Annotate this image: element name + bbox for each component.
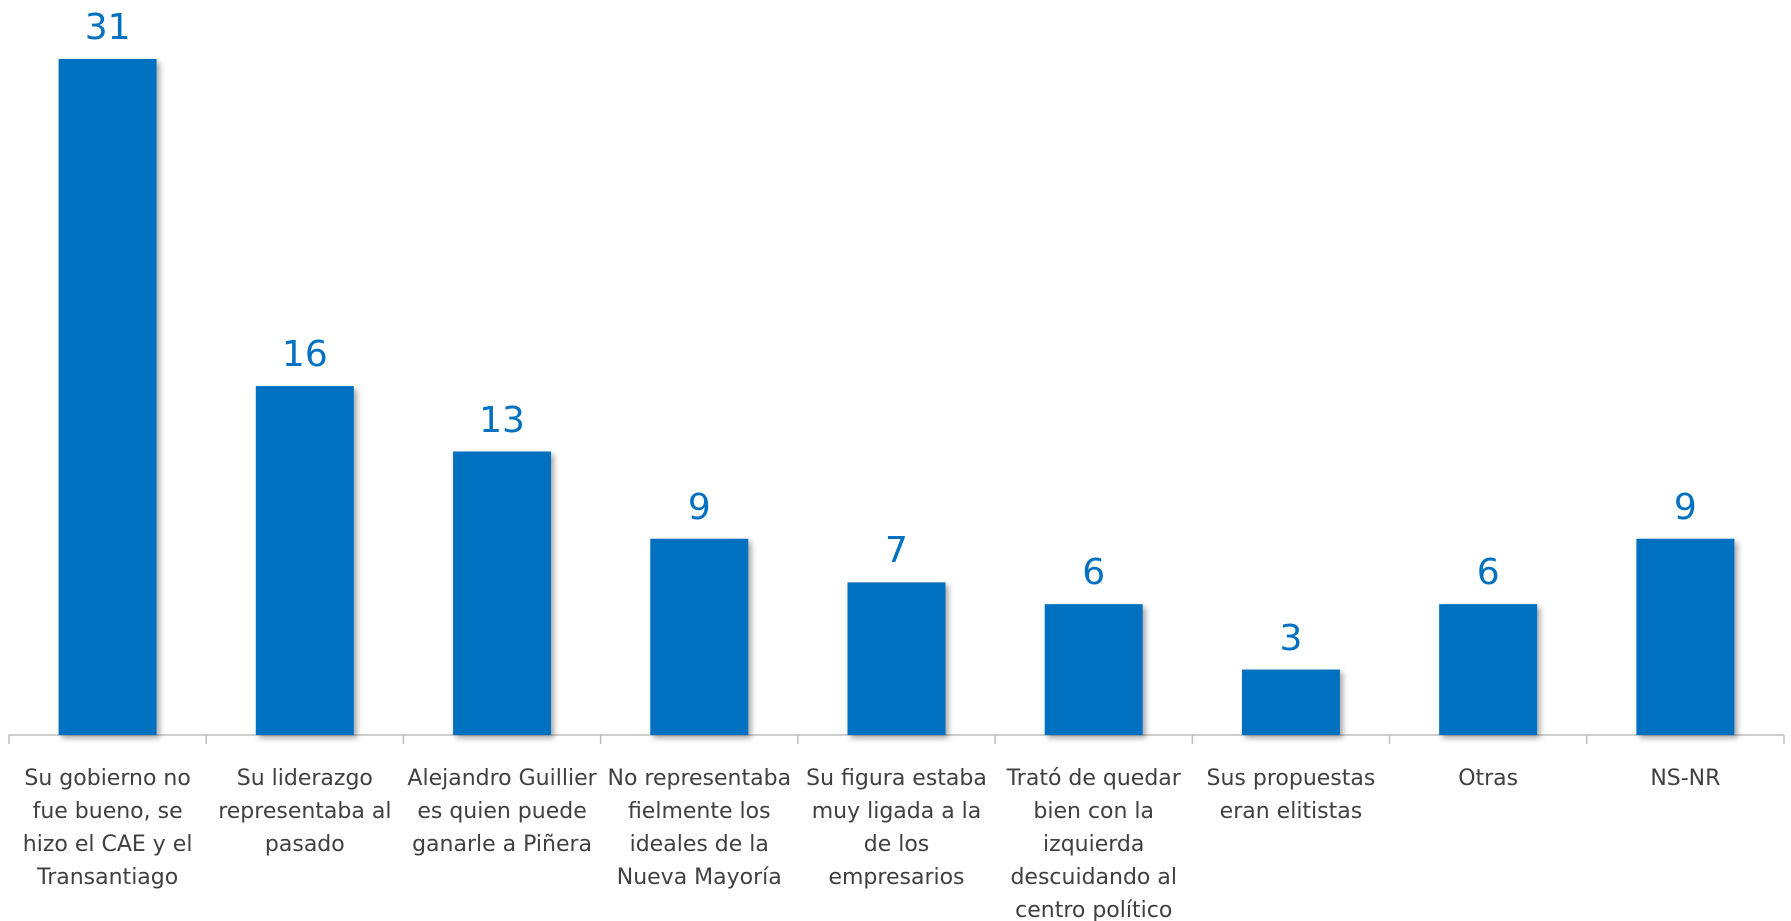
x-tick-label: Alejandro Guillier es quien puede ganarl… — [407, 766, 597, 857]
value-label: 7 — [885, 530, 908, 572]
x-tick-label: Sus propuestas eran elitistas — [1206, 766, 1376, 824]
bar — [1044, 604, 1143, 735]
x-tick-label: Su gobierno no fue bueno, se hizo el CAE… — [22, 766, 193, 890]
value-label: 9 — [687, 486, 711, 528]
bar — [1439, 604, 1538, 735]
bar — [847, 582, 946, 735]
x-tick-label: Su liderazgo representaba al pasado — [218, 766, 392, 857]
bar — [453, 451, 552, 735]
value-label: 6 — [1082, 552, 1106, 594]
x-tick-label: Su figura estaba muy ligada a la de los … — [806, 766, 987, 890]
bar — [650, 538, 749, 735]
value-label: 9 — [1673, 486, 1697, 528]
value-label: 13 — [479, 399, 525, 441]
bar — [1241, 669, 1340, 735]
x-tick-label: Trató de quedar bien con la izquierda de… — [1006, 766, 1181, 921]
x-tick-label: No representaba fielmente los ideales de… — [607, 766, 792, 890]
value-label: 6 — [1476, 552, 1500, 594]
bar — [1636, 538, 1735, 735]
bar — [58, 59, 157, 735]
x-tick-label: Otras — [1458, 766, 1519, 791]
x-tick-label: NS-NR — [1650, 766, 1721, 791]
value-label: 3 — [1279, 617, 1303, 659]
value-label: 31 — [84, 7, 131, 48]
value-label: 16 — [281, 334, 328, 376]
bar — [255, 386, 354, 735]
